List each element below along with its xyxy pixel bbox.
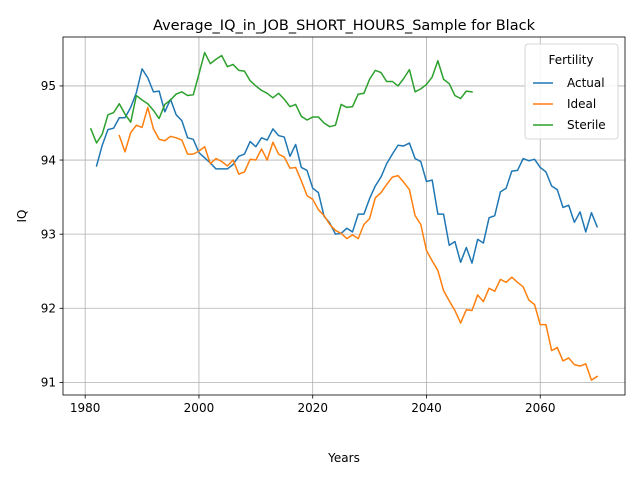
y-axis-label: IQ (15, 210, 29, 223)
legend-title: Fertility (548, 53, 593, 67)
x-tick-label: 2000 (184, 401, 215, 415)
plot-frame (62, 36, 626, 396)
legend: Fertility Actual Ideal Sterile (524, 43, 619, 140)
legend-label-actual: Actual (567, 76, 605, 90)
y-tick-label: 94 (41, 153, 56, 167)
legend-label-sterile: Sterile (567, 118, 606, 132)
x-axis-ticks: 1980 2000 2020 2040 2060 (70, 395, 556, 415)
y-tick-label: 93 (41, 227, 56, 241)
y-axis-ticks: 91 92 93 94 95 (41, 79, 63, 390)
legend-label-ideal: Ideal (567, 97, 596, 111)
y-tick-label: 92 (41, 302, 56, 316)
y-tick-label: 95 (41, 79, 56, 93)
x-tick-label: 2020 (297, 401, 328, 415)
x-tick-label: 2060 (525, 401, 556, 415)
series-lines (89, 51, 599, 381)
x-axis-label: Years (327, 451, 360, 465)
series-line-actual (95, 68, 599, 264)
series-line-ideal (118, 106, 599, 381)
chart-title: Average_IQ_in_JOB_SHORT_HOURS_Sample for… (153, 18, 536, 34)
x-tick-label: 1980 (70, 401, 101, 415)
series-line-sterile (89, 51, 473, 144)
x-tick-label: 2040 (411, 401, 442, 415)
y-tick-label: 91 (41, 376, 56, 390)
legend-box (524, 43, 619, 140)
